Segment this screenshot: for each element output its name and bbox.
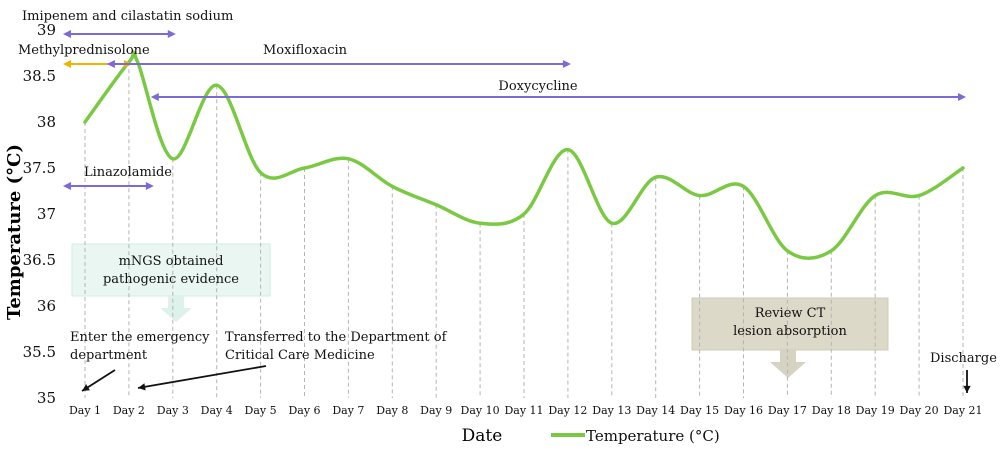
legend-label: Temperature (°C) <box>586 427 720 445</box>
x-tick-label: Day 17 <box>768 404 807 417</box>
medication-arrow-right-head <box>167 30 176 38</box>
review-ct-arrow-icon <box>770 350 806 378</box>
medication-label: Methylprednisolone <box>18 43 150 58</box>
x-tick-label: Day 8 <box>376 404 408 417</box>
x-axis-label: Date <box>462 426 503 446</box>
x-tick-label: Day 9 <box>420 404 452 417</box>
y-axis: 39 38.5 38 37.5 37 36.5 36 35.5 35 <box>23 21 56 407</box>
y-tick-label: 36 <box>37 297 56 315</box>
medication-label: Doxycycline <box>498 79 578 94</box>
x-tick-label: Day 12 <box>548 404 587 417</box>
medication-arrow-left-head <box>63 182 71 190</box>
medication-arrow-left-head <box>150 93 159 101</box>
transferred-label: Critical Care Medicine <box>225 348 375 363</box>
medication-arrow-left-head <box>63 60 71 68</box>
review-ct-label: lesion absorption <box>733 324 847 339</box>
x-tick-label: Day 1 <box>69 404 101 417</box>
emergency-label: department <box>70 348 148 363</box>
y-tick-label: 35 <box>37 389 56 407</box>
y-tick-label: 35.5 <box>23 343 56 361</box>
discharge-arrow-icon-head <box>963 385 971 393</box>
medication-arrow <box>63 30 176 38</box>
x-tick-label: Day 3 <box>157 404 189 417</box>
x-tick-label: Day 11 <box>504 404 543 417</box>
discharge-arrow-icon <box>963 370 971 393</box>
x-tick-label: Day 21 <box>943 404 982 417</box>
medication-arrow <box>63 182 154 190</box>
discharge-label: Discharge <box>930 351 997 366</box>
x-axis: Day 1 Day 2 Day 3 Day 4 Day 5 Day 6 Day 7 Day 8… <box>69 404 983 417</box>
y-tick-label: 39 <box>37 21 56 39</box>
medication-label: Linazolamide <box>84 165 172 180</box>
x-tick-label: Day 10 <box>461 404 500 417</box>
medication-arrow <box>106 60 571 68</box>
y-tick-label: 36.5 <box>23 251 56 269</box>
mngs-label: pathogenic evidence <box>103 272 239 287</box>
temperature-series-line <box>83 50 965 261</box>
x-tick-label: Day 18 <box>812 404 851 417</box>
y-tick-label: 37.5 <box>23 159 56 177</box>
x-tick-label: Day 6 <box>288 404 320 417</box>
y-tick-label: 38.5 <box>23 67 56 85</box>
emergency-label: Enter the emergency <box>70 330 210 345</box>
x-tick-label: Day 15 <box>680 404 719 417</box>
x-tick-label: Day 4 <box>201 404 233 417</box>
x-tick-label: Day 13 <box>592 404 631 417</box>
x-tick-label: Day 20 <box>900 404 939 417</box>
medication-arrow-right-head <box>145 182 154 190</box>
x-tick-label: Day 14 <box>636 404 675 417</box>
review-ct-box <box>691 297 889 351</box>
emergency-arrow-icon <box>81 369 116 392</box>
emergency-arrow-icon-head <box>82 384 90 391</box>
review-ct-label: Review CT <box>755 306 826 321</box>
medication-arrow <box>150 93 966 101</box>
transferred-arrow-icon-head <box>138 383 146 391</box>
y-axis-label: Temperature (°C) <box>4 144 25 320</box>
transferred-arrow-icon <box>137 365 267 391</box>
medication-label: Moxifloxacin <box>263 43 348 58</box>
y-tick-label: 38 <box>37 113 56 131</box>
medication-arrow-right-head <box>562 60 571 68</box>
mngs-arrow-icon <box>160 296 192 322</box>
x-tick-label: Day 7 <box>332 404 364 417</box>
x-tick-label: Day 2 <box>113 404 145 417</box>
x-tick-label: Day 5 <box>245 404 277 417</box>
mngs-label: mNGS obtained <box>119 254 224 269</box>
medication-arrow-left-head <box>106 60 115 68</box>
transferred-label: Transferred to the Department of <box>225 330 448 345</box>
mngs-box <box>71 243 271 297</box>
medication-label: Imipenem and cilastatin sodium <box>22 9 233 24</box>
medication-arrow-left-head <box>63 30 71 38</box>
y-tick-label: 37 <box>37 205 56 223</box>
x-tick-label: Day 16 <box>724 404 763 417</box>
transferred-arrow-icon-shaft <box>137 365 267 389</box>
x-tick-label: Day 19 <box>856 404 895 417</box>
medication-arrow-right-head <box>958 93 966 101</box>
